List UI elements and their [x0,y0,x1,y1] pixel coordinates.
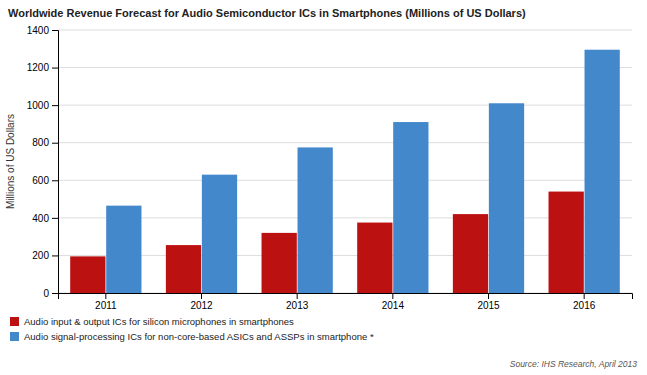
y-tick-label: 200 [32,250,49,261]
title: Worldwide Revenue Forecast for Audio Sem… [8,7,526,19]
y-tick-mark [52,255,58,256]
grid-line [58,105,632,106]
grid-line [58,142,632,143]
grid-line [58,180,632,181]
y-tick: 1400 [27,25,58,36]
y-tick-mark [52,68,58,69]
grid-line [58,255,632,256]
bar [166,245,201,293]
x-tick-mark [297,293,298,299]
x-tick-label: 2015 [477,300,500,311]
x-tick-mark [201,293,202,299]
grid [58,30,632,293]
bars [70,50,620,293]
bar [262,233,297,293]
y-tick: 400 [32,213,58,224]
y-tick-mark [52,30,58,31]
x-tick-mark [584,293,585,299]
y-tick-mark [52,180,58,181]
y-axis-label: Millions of US Dollars [5,114,16,209]
bar [585,50,620,293]
y-tick-mark [52,293,58,294]
bar [70,256,105,293]
x-tick: 2014 [382,293,405,311]
bar [357,223,392,293]
legend-label: Audio signal-processing ICs for non-core… [24,331,374,342]
x-tick-label: 2012 [190,300,213,311]
x-tick-label: 2013 [286,300,309,311]
x-axis-line [59,294,633,300]
x-axis: 2011 2012 2013 2014 2015 2016 [59,293,633,311]
y-axis: 0 200 400 600 800 1000 1200 1400 [27,25,59,299]
bar [202,175,237,293]
bar [549,192,584,293]
legend: Audio input & output ICs for silicon mic… [10,316,374,342]
legend-entry: Audio input & output ICs for silicon mic… [10,316,294,327]
y-tick: 0 [43,288,58,299]
x-tick: 2015 [477,293,500,311]
bar [298,147,333,293]
x-tick: 2012 [190,293,213,311]
x-tick-mark [488,293,489,299]
annotation: Source: IHS Research, April 2013 [510,359,638,369]
x-tick-label: 2011 [95,300,117,311]
x-tick: 2011 [95,293,117,311]
chart: Worldwide Revenue Forecast for Audio Sem… [0,0,647,375]
x-tick-label: 2014 [382,300,405,311]
x-tick-mark [105,293,106,299]
y-tick-label: 0 [43,288,49,299]
legend-swatch [10,317,19,326]
bar [106,206,141,293]
bar [453,214,488,293]
legend-swatch [10,332,19,341]
y-tick: 800 [32,137,58,148]
y-axis-line [52,31,59,294]
y-tick: 600 [32,175,58,186]
x-tick: 2016 [573,293,596,311]
y-tick-label: 400 [32,213,49,224]
legend-label: Audio input & output ICs for silicon mic… [24,316,294,327]
y-tick-mark [52,105,58,106]
x-tick: 2013 [286,293,309,311]
y-tick-label: 1000 [27,100,50,111]
plot: 0200400600800100012001400201120122013201… [5,25,633,311]
legend-entry: Audio signal-processing ICs for non-core… [10,331,374,342]
grid-line [58,67,632,68]
y-tick-label: 800 [32,137,49,148]
x-tick-mark [392,293,393,299]
grid-line [58,30,632,31]
bar [393,122,428,293]
grid-line [58,217,632,218]
y-tick-label: 600 [32,175,49,186]
y-tick-label: 1400 [27,25,50,36]
y-tick: 1000 [27,100,58,111]
y-tick: 200 [32,250,58,261]
x-tick-label: 2016 [573,300,596,311]
y-tick-label: 1200 [27,62,50,73]
y-tick-mark [52,218,58,219]
y-tick: 1200 [27,62,58,73]
bar [489,103,524,293]
series [106,50,620,293]
y-tick-mark [52,143,58,144]
